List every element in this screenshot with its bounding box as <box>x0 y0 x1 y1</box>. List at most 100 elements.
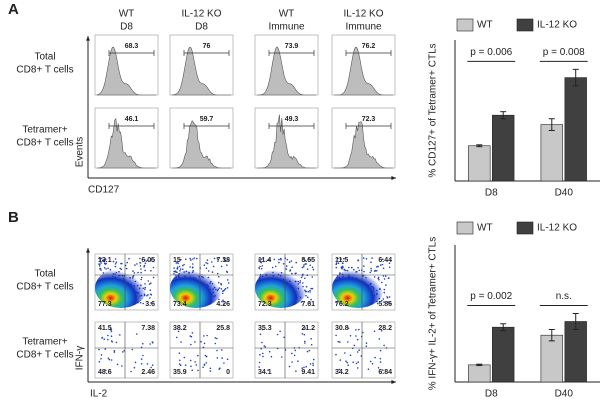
event-dot <box>304 277 306 280</box>
event-dot <box>152 260 155 263</box>
event-dot <box>335 263 338 266</box>
event-dot <box>180 258 182 261</box>
event-dot <box>224 287 227 290</box>
event-dot <box>304 342 306 344</box>
event-dot <box>133 366 136 369</box>
event-dot <box>288 261 291 264</box>
event-dot <box>142 302 144 305</box>
event-dot <box>191 332 194 334</box>
event-dot <box>211 261 213 263</box>
event-dot <box>303 366 305 369</box>
column-header: D8 <box>195 22 208 33</box>
event-dot <box>103 262 106 265</box>
event-dot <box>130 370 132 373</box>
event-dot <box>150 302 152 304</box>
event-dot <box>190 343 192 346</box>
quadrant-value: 3.6 <box>145 301 155 308</box>
event-dot <box>113 351 116 353</box>
event-dot <box>219 367 221 370</box>
event-dot <box>302 265 305 268</box>
density <box>255 268 307 308</box>
event-dot <box>371 362 374 365</box>
legend-swatch <box>456 18 474 32</box>
event-dot <box>367 368 370 371</box>
y-axis-label: Events <box>75 137 86 168</box>
event-dot <box>381 299 383 302</box>
event-dot <box>343 257 345 260</box>
density <box>170 268 222 308</box>
event-dot <box>382 267 385 270</box>
event-dot <box>388 262 391 265</box>
annotation: p = 0.006 <box>470 47 512 58</box>
event-dot <box>291 361 293 363</box>
event-dot <box>222 299 224 302</box>
event-dot <box>178 265 181 268</box>
event-dot <box>303 264 305 266</box>
event-dot <box>110 330 113 333</box>
quadrant-value: 6.84 <box>378 369 392 376</box>
event-dot <box>223 303 225 305</box>
event-dot <box>309 291 311 293</box>
event-dot <box>362 331 364 334</box>
event-dot <box>101 259 104 262</box>
event-dot <box>110 327 112 330</box>
annotation: n.s. <box>556 291 572 302</box>
event-dot <box>262 328 264 331</box>
event-dot <box>113 350 116 352</box>
error-bar <box>500 111 507 120</box>
event-dot <box>100 262 102 264</box>
event-dot <box>190 335 193 338</box>
annotation: p = 0.002 <box>470 291 512 302</box>
event-dot <box>177 330 180 333</box>
event-dot <box>205 362 208 364</box>
event-dot <box>383 301 385 303</box>
event-dot <box>376 270 378 272</box>
event-dot <box>177 262 179 265</box>
event-dot <box>101 337 103 339</box>
event-dot <box>378 338 381 340</box>
event-dot <box>308 349 311 352</box>
event-dot <box>114 258 117 260</box>
row-label: CD8+ T cells <box>16 282 73 293</box>
event-dot <box>388 266 391 269</box>
y-axis-label: IFN-γ <box>75 346 86 370</box>
event-dot <box>303 340 306 343</box>
event-dot <box>310 338 313 340</box>
event-dot <box>385 284 387 286</box>
quadrant-value: 4.26 <box>216 301 230 308</box>
event-dot <box>337 340 340 343</box>
event-dot <box>178 363 181 365</box>
event-dot <box>151 364 154 367</box>
event-dot <box>356 338 359 341</box>
event-dot <box>226 271 229 274</box>
histogram <box>171 46 231 96</box>
event-dot <box>204 354 207 357</box>
event-dot <box>348 266 350 269</box>
event-dot <box>339 359 342 361</box>
event-dot <box>149 289 152 292</box>
event-dot <box>146 295 148 297</box>
event-dot <box>98 263 100 265</box>
quadrant-value: 76.2 <box>335 301 349 308</box>
event-dot <box>197 369 199 372</box>
row-label: Total <box>34 52 55 63</box>
quadrant-value: 28.2 <box>378 325 392 332</box>
event-dot <box>152 276 155 279</box>
event-dot <box>304 327 306 329</box>
column-header: WT <box>279 9 295 20</box>
event-dot <box>212 265 215 268</box>
event-dot <box>176 267 179 270</box>
event-dot <box>309 259 312 261</box>
event-dot <box>335 334 337 337</box>
event-dot <box>335 301 337 304</box>
event-dot <box>261 265 264 267</box>
event-dot <box>374 356 376 359</box>
event-dot <box>214 342 217 345</box>
quadrant-value: 38.2 <box>173 325 187 332</box>
event-dot <box>223 362 225 364</box>
event-dot <box>136 263 138 265</box>
event-dot <box>340 258 342 261</box>
event-dot <box>290 260 293 262</box>
event-dot <box>291 266 293 269</box>
